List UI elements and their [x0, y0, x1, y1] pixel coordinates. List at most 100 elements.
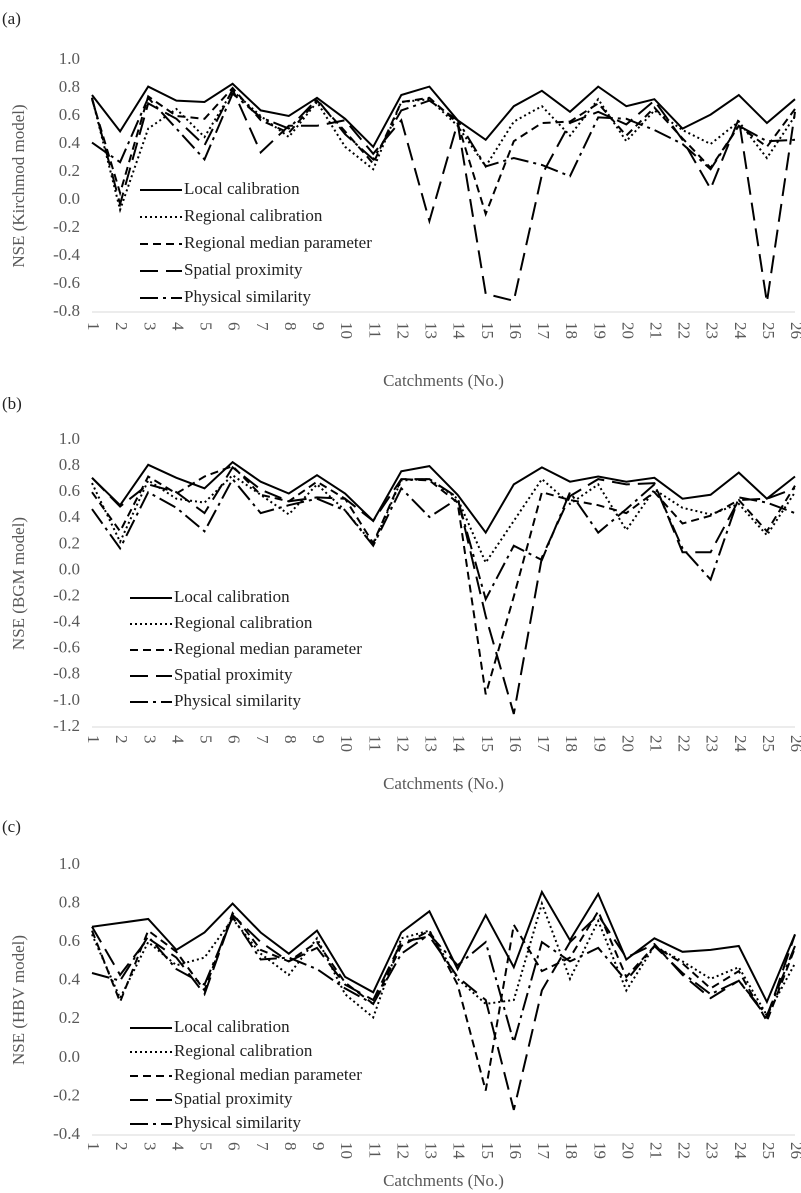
legend-label: Regional calibration	[184, 206, 323, 225]
x-tick-label: 7	[253, 735, 272, 744]
x-tick-label: 3	[140, 735, 159, 744]
x-tick-label: 12	[393, 735, 412, 752]
series-line	[91, 900, 796, 1020]
series-line	[91, 465, 796, 715]
x-tick-label: 11	[365, 735, 384, 751]
x-tick-label: 1	[84, 322, 103, 331]
panel-label: (a)	[2, 9, 21, 28]
panel-label: (b)	[2, 394, 22, 413]
x-tick-label: 17	[534, 322, 553, 340]
y-tick-label: -0.4	[53, 245, 80, 264]
series-line	[91, 889, 796, 1005]
x-tick-label: 12	[393, 322, 412, 339]
x-tick-label: 21	[646, 735, 665, 752]
x-tick-label: 10	[337, 322, 356, 339]
x-tick-label: 26	[787, 735, 801, 752]
x-tick-label: 13	[422, 1142, 441, 1159]
series-line	[91, 909, 796, 1091]
x-axis-title: Catchments (No.)	[383, 774, 504, 793]
x-tick-label: 11	[365, 1142, 384, 1158]
y-tick-label: 0.2	[59, 161, 80, 180]
x-tick-label: 22	[675, 1142, 694, 1159]
x-tick-label: 20	[618, 322, 637, 339]
x-tick-label: 24	[731, 1142, 750, 1160]
series-line	[91, 477, 796, 602]
x-tick-label: 6	[225, 322, 244, 331]
x-tick-label: 5	[197, 1142, 216, 1151]
x-tick-label: 25	[759, 322, 778, 339]
series-line	[91, 91, 796, 178]
x-tick-label: 25	[759, 1142, 778, 1159]
x-axis-title: Catchments (No.)	[383, 1171, 504, 1190]
x-tick-label: 3	[140, 322, 159, 331]
x-tick-label: 4	[168, 735, 187, 744]
y-tick-label: -0.2	[53, 585, 80, 604]
y-tick-label: 1.0	[59, 49, 80, 68]
legend-label: Regional calibration	[174, 1041, 313, 1060]
legend-label: Spatial proximity	[174, 665, 293, 684]
y-tick-label: 0.0	[59, 1047, 80, 1066]
x-tick-label: 9	[309, 322, 328, 331]
x-tick-label: 8	[281, 735, 300, 744]
x-tick-label: 5	[197, 322, 216, 331]
y-tick-label: -0.2	[53, 1085, 80, 1104]
x-tick-label: 6	[225, 1142, 244, 1151]
x-tick-label: 25	[759, 735, 778, 752]
y-tick-label: 0.6	[59, 105, 80, 124]
x-tick-label: 8	[281, 322, 300, 331]
x-tick-label: 10	[337, 1142, 356, 1159]
x-tick-label: 22	[675, 322, 694, 339]
y-tick-label: 0.4	[59, 133, 81, 152]
x-tick-label: 1	[84, 735, 103, 744]
x-tick-label: 15	[478, 322, 497, 339]
x-axis-title: Catchments (No.)	[383, 371, 504, 390]
y-tick-label: 1.0	[59, 429, 80, 448]
x-tick-label: 23	[703, 735, 722, 752]
legend-label: Regional calibration	[174, 613, 313, 632]
x-tick-label: 3	[140, 1142, 159, 1151]
x-tick-label: 22	[675, 735, 694, 752]
x-tick-label: 19	[590, 735, 609, 752]
x-tick-label: 4	[168, 1142, 187, 1151]
series-line	[91, 87, 796, 303]
y-tick-label: -1.0	[53, 690, 80, 709]
x-tick-label: 26	[787, 322, 801, 339]
series-line	[91, 460, 796, 535]
series-line	[91, 464, 796, 695]
legend-label: Local calibration	[184, 179, 300, 198]
x-tick-label: 16	[506, 1142, 525, 1159]
x-tick-label: 2	[112, 1142, 131, 1151]
x-tick-label: 6	[225, 735, 244, 744]
y-tick-label: -0.6	[53, 638, 80, 657]
y-axis-title: NSE (BGM model)	[9, 517, 28, 650]
x-tick-label: 26	[787, 1142, 801, 1159]
y-tick-label: 0.4	[59, 507, 81, 526]
x-tick-label: 24	[731, 322, 750, 340]
x-tick-label: 4	[168, 322, 187, 331]
x-tick-label: 12	[393, 1142, 412, 1159]
x-tick-label: 16	[506, 735, 525, 752]
y-tick-label: -0.4	[53, 1124, 80, 1143]
x-tick-label: 20	[618, 735, 637, 752]
y-tick-label: 0.2	[59, 533, 80, 552]
x-tick-label: 13	[422, 322, 441, 339]
y-tick-label: 0.0	[59, 189, 80, 208]
legend-label: Spatial proximity	[184, 260, 303, 279]
x-tick-label: 23	[703, 1142, 722, 1159]
y-tick-label: -0.2	[53, 217, 80, 236]
y-tick-label: -0.8	[53, 664, 80, 683]
x-tick-label: 14	[450, 735, 469, 753]
x-tick-label: 23	[703, 322, 722, 339]
x-tick-label: 2	[112, 322, 131, 331]
series-line	[91, 86, 796, 218]
y-tick-label: 0.8	[59, 77, 80, 96]
x-tick-label: 16	[506, 322, 525, 339]
x-tick-label: 17	[534, 1142, 553, 1160]
series-line	[91, 89, 796, 214]
y-tick-label: 0.8	[59, 455, 80, 474]
legend-label: Regional median parameter	[174, 1065, 362, 1084]
legend-label: Local calibration	[174, 587, 290, 606]
x-tick-label: 24	[731, 735, 750, 753]
x-tick-label: 1	[84, 1142, 103, 1151]
